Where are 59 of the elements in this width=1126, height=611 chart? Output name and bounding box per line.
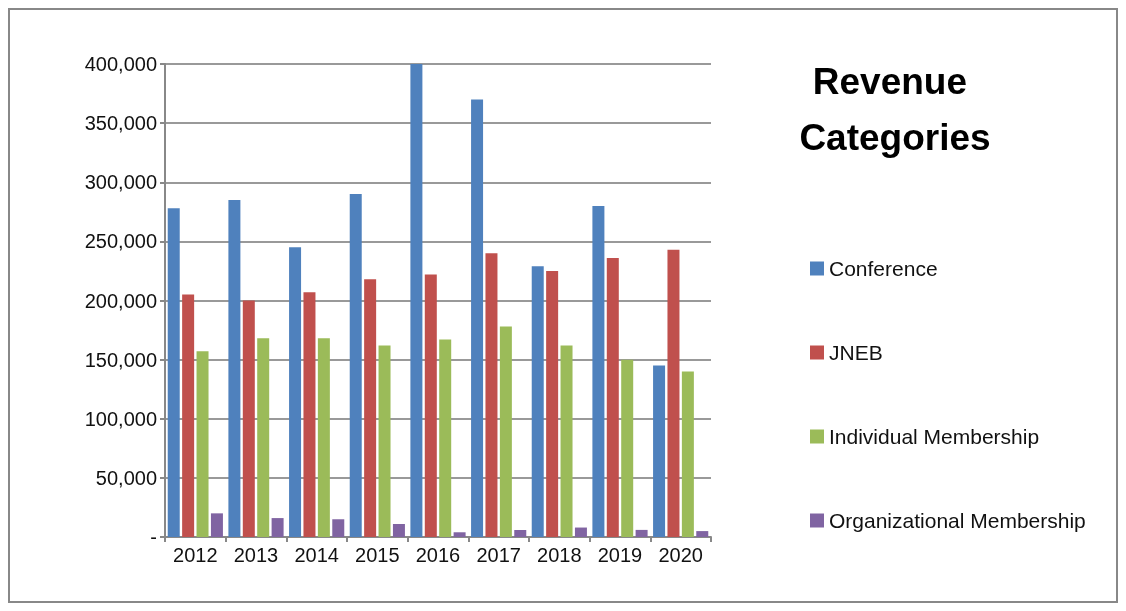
legend-label: Conference (829, 257, 938, 280)
x-tick-label: 2019 (597, 544, 643, 566)
bar (210, 513, 223, 537)
x-tick-label: 2015 (355, 544, 400, 566)
bar (242, 300, 255, 537)
bar (167, 208, 180, 537)
y-tick-label: 350,000 (84, 112, 157, 135)
bar (410, 64, 423, 537)
bar (592, 205, 605, 537)
bar (392, 523, 405, 537)
bar (531, 266, 544, 537)
y-tick-label: 300,000 (84, 171, 157, 194)
bar (546, 270, 559, 537)
bar (364, 279, 377, 537)
y-tick-label: 50,000 (95, 466, 157, 489)
y-tick-label: 250,000 (84, 230, 157, 253)
text: Revenue Categories (799, 60, 991, 158)
bar (606, 257, 619, 537)
bar (317, 338, 330, 537)
bar (635, 529, 648, 537)
x-tick-label: 2014 (294, 544, 339, 566)
bar (228, 199, 241, 537)
bar (378, 345, 391, 537)
legend-label: Individual Membership (829, 425, 1040, 448)
bar (667, 249, 680, 537)
bar (271, 518, 284, 537)
bar (439, 339, 452, 537)
bar (499, 326, 512, 537)
bar (424, 274, 437, 537)
bar (453, 532, 466, 537)
bar (514, 529, 527, 537)
y-tick-label: 100,000 (84, 407, 157, 430)
bar (289, 247, 302, 537)
y-tick-label: 150,000 (84, 348, 157, 371)
bar (196, 351, 209, 537)
bar (471, 99, 484, 537)
bar (257, 338, 270, 537)
x-tick-label: 2020 (658, 544, 703, 566)
bar (574, 527, 587, 537)
y-tick-label: - (150, 526, 157, 548)
y-tick-label: 200,000 (84, 289, 157, 312)
bar (182, 294, 195, 537)
bar (349, 194, 362, 537)
bar (485, 253, 498, 537)
x-tick-label: 2012 (173, 544, 218, 566)
bar (621, 359, 634, 537)
x-tick-label: 2013 (233, 544, 279, 566)
x-tick-label: 2016 (415, 544, 461, 566)
bar (653, 365, 666, 537)
bar (696, 531, 709, 537)
legend-label: JNEB (829, 341, 883, 364)
bar (681, 371, 694, 537)
y-tick-label: 400,000 (84, 53, 157, 75)
bar (560, 345, 573, 537)
x-tick-label: 2017 (476, 544, 521, 566)
x-tick-label: 2018 (537, 544, 582, 566)
bar (303, 292, 316, 537)
legend-label: Organizational Membership (829, 509, 1086, 532)
bar (332, 519, 345, 537)
